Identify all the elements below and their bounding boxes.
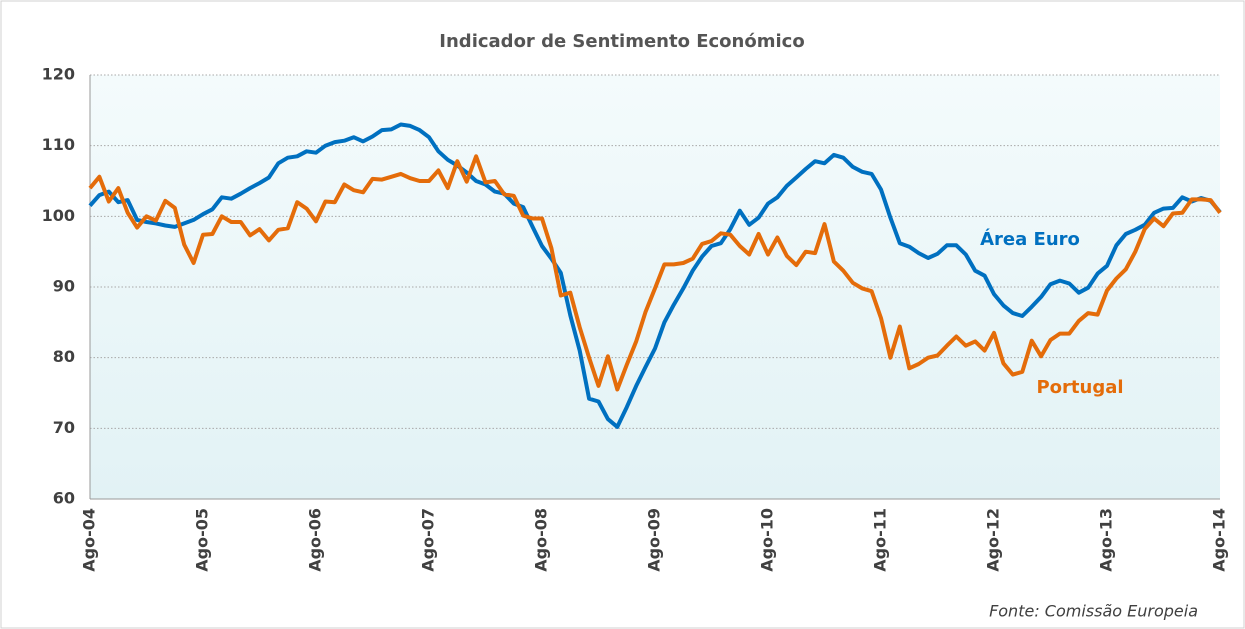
y-tick-label: 70 xyxy=(53,418,75,437)
y-tick-label: 100 xyxy=(42,206,75,225)
series-label: Portugal xyxy=(1036,377,1123,398)
series-line xyxy=(88,154,1222,392)
chart-title: Indicador de Sentimento Económico xyxy=(439,31,804,52)
x-tick-label: Ago-11 xyxy=(871,508,890,572)
x-tick-label: Ago-05 xyxy=(193,508,212,572)
x-tick-label: Ago-07 xyxy=(419,508,438,572)
y-tick-label: 60 xyxy=(53,489,75,508)
x-tick-label: Ago-13 xyxy=(1097,508,1116,572)
x-tick-label: Ago-10 xyxy=(758,508,777,572)
series-line xyxy=(88,122,1222,429)
y-tick-label: 80 xyxy=(53,347,75,366)
source: Fonte: Comissão Europeia xyxy=(989,602,1198,621)
x-tick-label: Ago-12 xyxy=(984,508,1003,572)
y-tick-label: 90 xyxy=(53,277,75,296)
x-tick-label: Ago-04 xyxy=(80,508,99,572)
x-tick-label: Ago-08 xyxy=(532,508,551,572)
x-tick-label: Ago-14 xyxy=(1210,508,1229,572)
x-tick-label: Ago-09 xyxy=(645,508,664,572)
y-tick-label: 110 xyxy=(42,135,75,154)
x-tick-label: Ago-06 xyxy=(306,508,325,572)
y-tick-label: 120 xyxy=(42,65,75,84)
series-label: Área Euro xyxy=(980,228,1080,250)
